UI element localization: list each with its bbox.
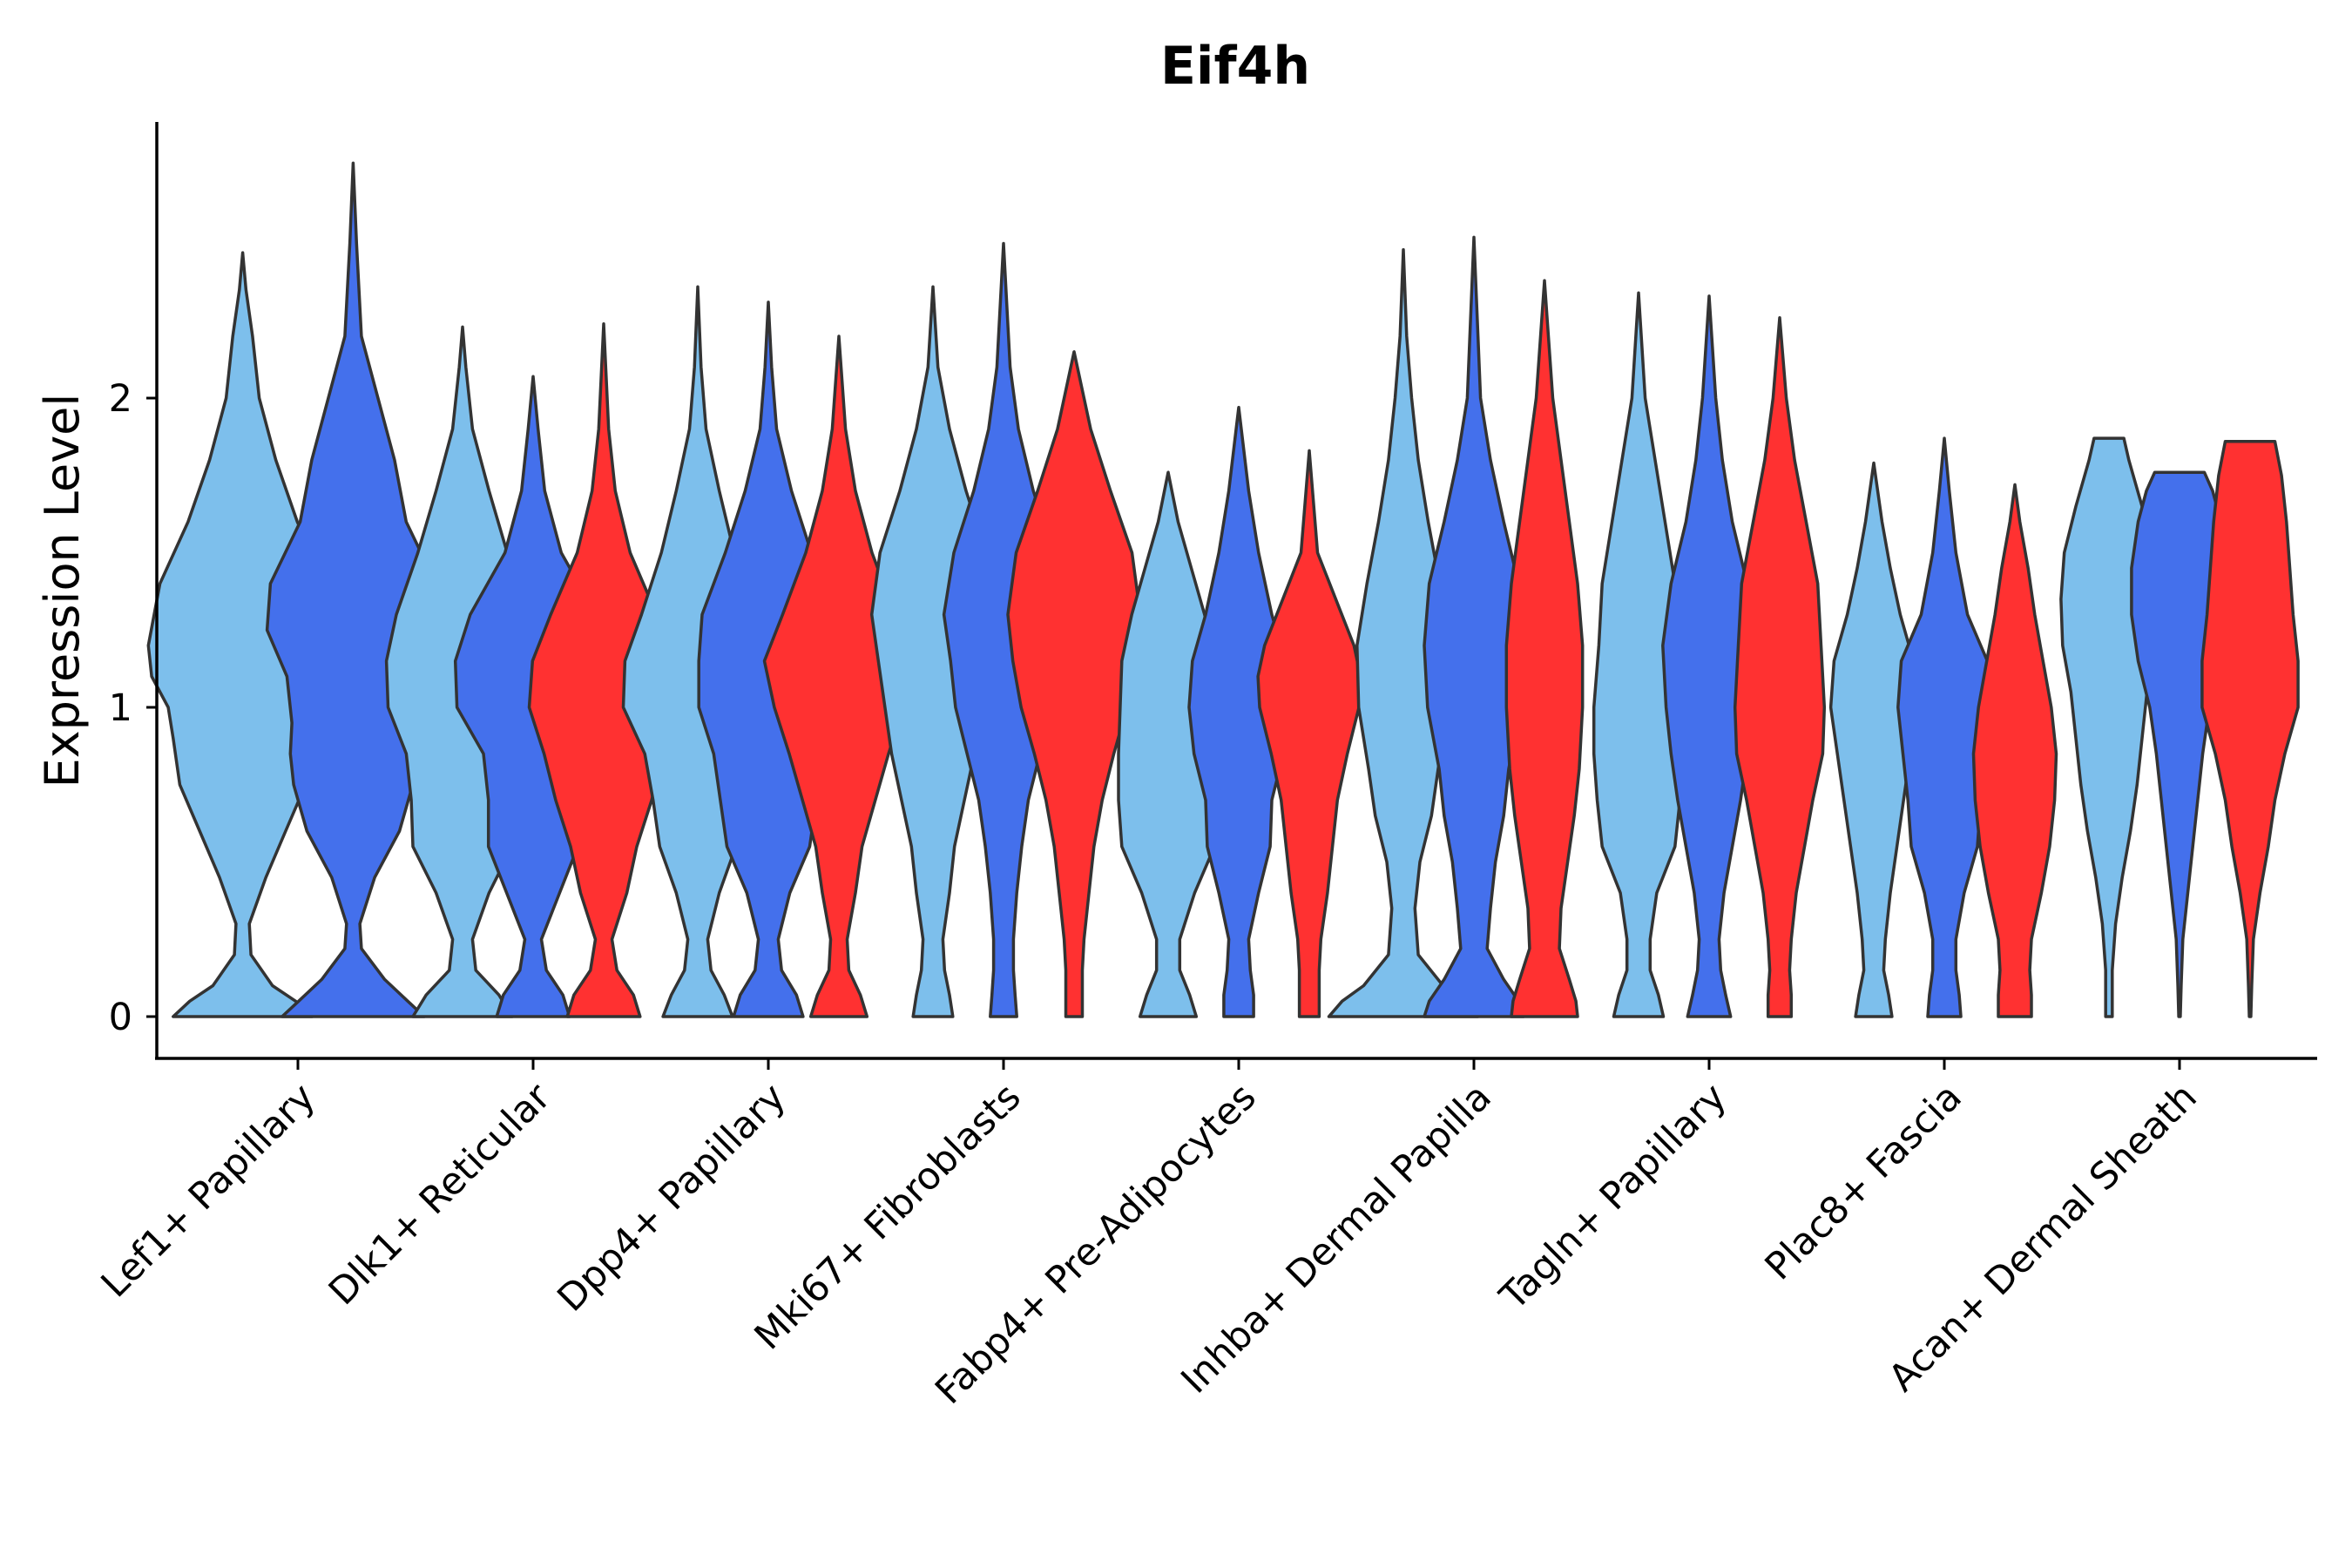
violin-tagln-papillary-blue [1661,294,1757,1018]
x-tick-label-mki67-fibroblasts: Mki67+ Fibroblasts [747,1075,1030,1358]
violin-inhba-dermal-papilla-blue [1423,235,1525,1018]
violin-lef1-papillary-light-blue [146,251,339,1018]
violin-lef1-papillary-blue [265,161,442,1018]
violin-fabp4-pre-adipocytes-blue [1187,405,1290,1018]
violin-tagln-papillary-red [1733,315,1827,1018]
violin-plac8-fascia-red [1971,483,2058,1018]
y-tick-label-1: 1 [109,686,132,730]
violin-mki67-fibroblasts-blue [942,241,1065,1018]
violin-fabp4-pre-adipocytes-light-blue [1117,470,1220,1018]
y-ticks-group: 0 1 2 [109,377,157,1039]
x-tick-label-lef1-papillary: Lef1+ Papillary [93,1075,324,1306]
violin-mki67-fibroblasts-light-blue [869,285,997,1018]
x-tick-label-dpp4-papillary: Dpp4+ Papillary [550,1075,794,1320]
violin-dlk1-reticular-red [527,322,680,1018]
violin-tagln-papillary-light-blue [1592,291,1686,1018]
violin-acan-dermal-sheath-red [2200,439,2300,1018]
violin-plac8-fascia-blue [1896,436,1992,1018]
chart-title: Eif4h [1160,36,1310,97]
y-tick-label-0: 0 [109,996,132,1039]
x-tick-label-plac8-fascia: Plac8+ Fascia [1757,1075,1970,1288]
violin-inhba-dermal-papilla-red [1504,279,1585,1018]
y-axis-label: Expression Level [35,394,90,788]
violin-inhba-dermal-papilla-light-blue [1327,247,1480,1018]
violins-group [146,161,2300,1018]
violin-dpp4-papillary-red [762,335,916,1018]
y-tick-label-2: 2 [109,377,132,421]
x-tick-label-tagln-papillary: Tagln+ Papillary [1491,1075,1735,1319]
x-tick-label-dlk1-reticular: Dlk1+ Reticular [321,1075,559,1314]
violin-plac8-fascia-light-blue [1828,461,1919,1018]
violin-mki67-fibroblasts-red [1006,350,1142,1018]
violin-acan-dermal-sheath-blue [2130,470,2229,1018]
violin-fabp4-pre-adipocytes-red [1256,449,1362,1018]
